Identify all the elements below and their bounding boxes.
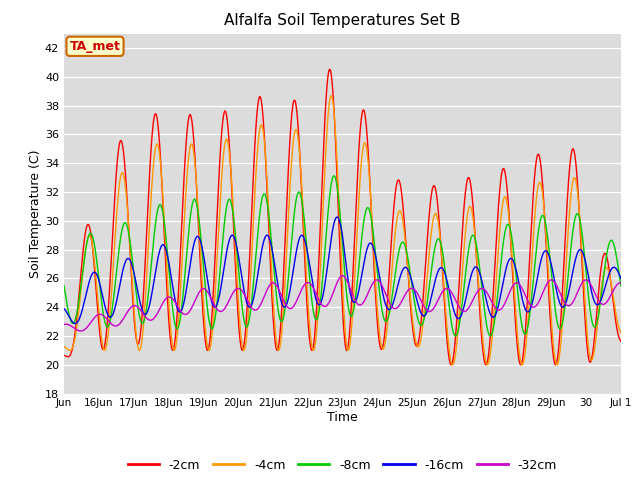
-4cm <box>508 244 515 250</box>
-16cm <box>71 321 79 326</box>
-4cm <box>328 93 335 98</box>
-16cm <box>106 314 114 320</box>
-4cm <box>531 221 538 227</box>
X-axis label: Time: Time <box>327 411 358 424</box>
Line: -16cm: -16cm <box>64 217 621 324</box>
-16cm <box>364 243 372 249</box>
-4cm <box>515 349 523 355</box>
-8cm <box>60 283 68 288</box>
-8cm <box>106 320 113 325</box>
-2cm <box>515 358 523 363</box>
-32cm <box>531 304 538 310</box>
-16cm <box>515 281 523 287</box>
-2cm <box>60 353 68 359</box>
-4cm <box>364 155 372 161</box>
-8cm <box>330 173 338 179</box>
-32cm <box>515 281 523 287</box>
-8cm <box>184 240 191 245</box>
-8cm <box>364 205 372 211</box>
Line: -4cm: -4cm <box>64 96 621 365</box>
-8cm <box>515 302 523 308</box>
-32cm <box>339 273 346 278</box>
-2cm <box>364 142 372 148</box>
-16cm <box>333 214 341 220</box>
-8cm <box>617 283 625 288</box>
Text: TA_met: TA_met <box>70 40 120 53</box>
-16cm <box>184 277 191 283</box>
-32cm <box>77 328 84 334</box>
Line: -2cm: -2cm <box>64 69 621 365</box>
-16cm <box>60 306 68 312</box>
-32cm <box>106 320 114 325</box>
-32cm <box>364 290 372 296</box>
-2cm <box>326 66 333 72</box>
-2cm <box>617 338 625 344</box>
-16cm <box>508 256 515 262</box>
Y-axis label: Soil Temperature (C): Soil Temperature (C) <box>29 149 42 278</box>
Legend: -2cm, -4cm, -8cm, -16cm, -32cm: -2cm, -4cm, -8cm, -16cm, -32cm <box>123 454 562 477</box>
-4cm <box>617 329 625 335</box>
-2cm <box>508 249 515 255</box>
-8cm <box>508 232 515 238</box>
Line: -8cm: -8cm <box>64 176 621 336</box>
-4cm <box>449 362 456 368</box>
-4cm <box>60 344 68 349</box>
Line: -32cm: -32cm <box>64 276 621 331</box>
-4cm <box>184 165 191 170</box>
-16cm <box>531 291 538 297</box>
-8cm <box>452 333 460 339</box>
-32cm <box>184 311 191 316</box>
Title: Alfalfa Soil Temperatures Set B: Alfalfa Soil Temperatures Set B <box>224 13 461 28</box>
-2cm <box>184 122 191 128</box>
-4cm <box>106 315 113 321</box>
-32cm <box>508 286 515 291</box>
-2cm <box>106 285 113 290</box>
-32cm <box>617 280 625 286</box>
-2cm <box>531 178 538 184</box>
-32cm <box>60 322 68 327</box>
-16cm <box>617 276 625 281</box>
-8cm <box>531 267 538 273</box>
-2cm <box>447 362 455 368</box>
